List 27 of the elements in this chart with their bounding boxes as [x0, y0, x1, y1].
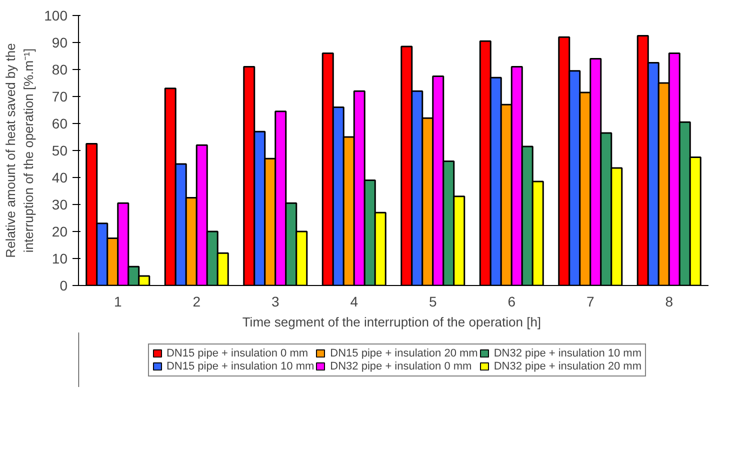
legend-label: DN32 pipe + insulation 10 mm	[494, 347, 642, 359]
x-tick-label: 2	[192, 294, 201, 310]
legend-label: DN15 pipe + insulation 10 mm	[166, 360, 314, 372]
y-tick-label: 10	[52, 250, 68, 266]
y-tick-label: 70	[52, 88, 68, 104]
y-tick-label: 0	[60, 278, 68, 294]
x-tick-label: 8	[665, 294, 674, 310]
legend-label: DN15 pipe + insulation 20 mm	[330, 347, 478, 359]
y-tick-label: 60	[52, 116, 68, 132]
y-tick-label: 80	[52, 62, 68, 78]
legend-label: DN15 pipe + insulation 0 mm	[166, 347, 308, 359]
y-tick-label: 30	[52, 196, 68, 212]
y-tick-label: 40	[52, 170, 68, 186]
legend-label: DN32 pipe + insulation 0 mm	[330, 360, 472, 372]
x-tick-label: 4	[350, 294, 358, 310]
y-tick-label: 20	[52, 224, 68, 240]
y-tick-label: 50	[52, 142, 68, 158]
x-tick-label: 3	[271, 294, 280, 310]
x-tick-label: 1	[114, 294, 122, 310]
x-tick-label: 6	[508, 294, 516, 310]
y-axis-title: Relative amount of heat saved by the interruption of the operation [%.m⁻¹]	[3, 43, 36, 258]
y-tick-label: 90	[52, 34, 68, 50]
legend-label: DN32 pipe + insulation 20 mm	[494, 360, 642, 372]
x-axis-title: Time segment of the interruption of the operation [h]	[242, 314, 542, 330]
x-tick-label: 7	[586, 294, 594, 310]
x-tick-label: 5	[428, 294, 437, 310]
y-tick-label: 100	[44, 8, 68, 24]
